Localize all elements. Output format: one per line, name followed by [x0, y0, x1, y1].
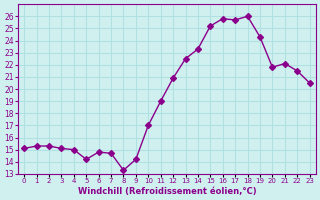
X-axis label: Windchill (Refroidissement éolien,°C): Windchill (Refroidissement éolien,°C) — [77, 187, 256, 196]
